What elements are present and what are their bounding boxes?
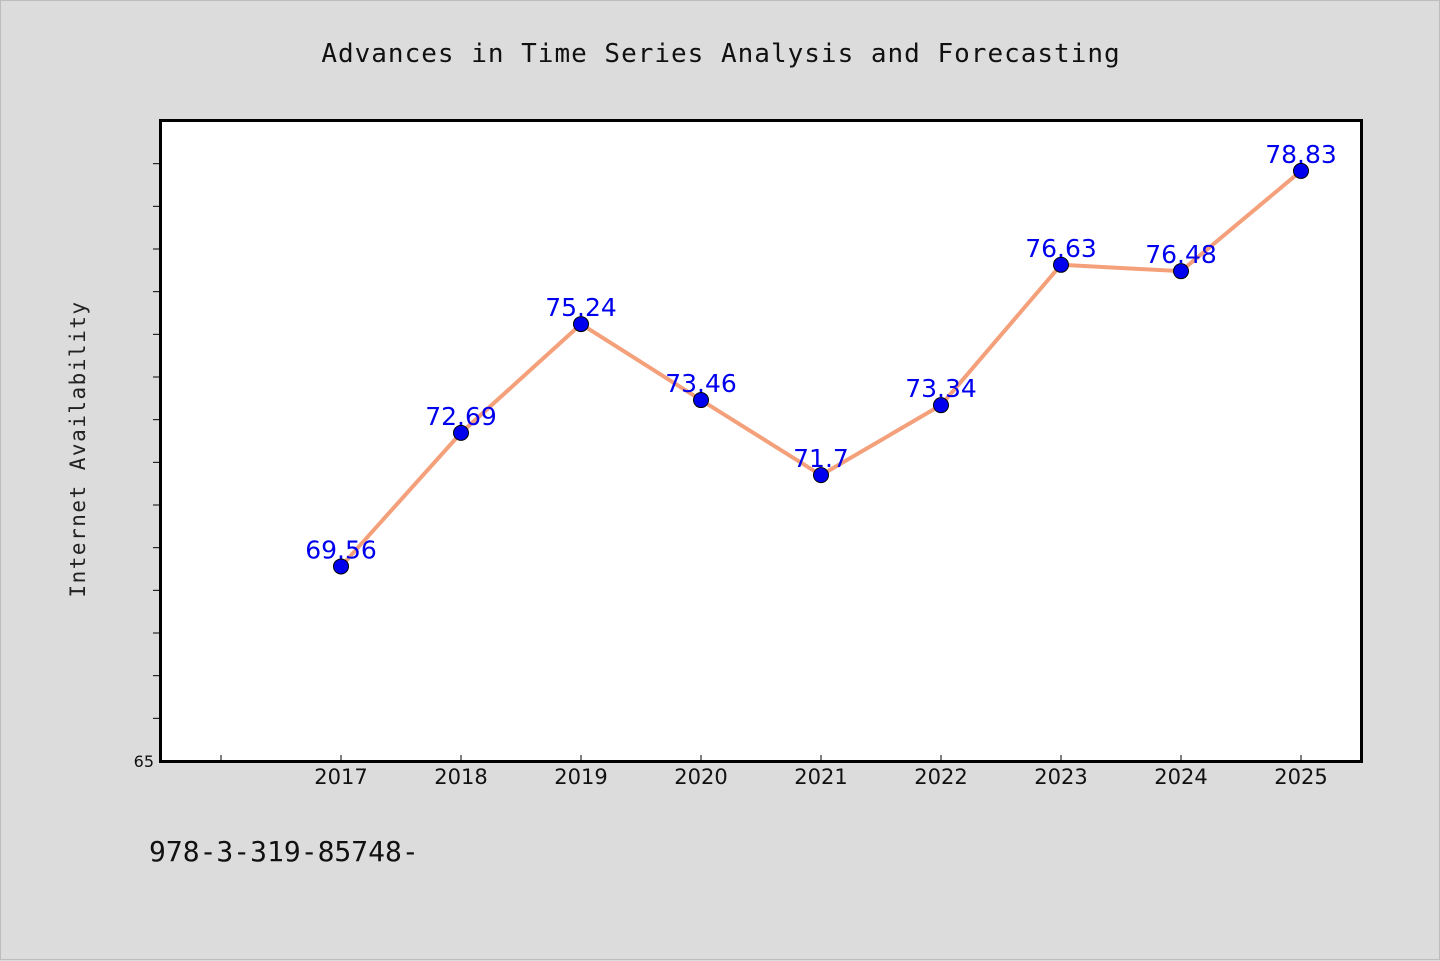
chart-title: Advances in Time Series Analysis and For… [321,39,1120,69]
y-axis-label: Internet Availability [66,300,90,597]
data-label: 76.48 [1145,240,1217,269]
y-tick-label: 65 [134,752,154,771]
x-tick-label: 2025 [1274,765,1327,789]
data-label: 73.46 [665,369,737,398]
data-label: 73.34 [905,374,977,403]
data-labels: 69.56 72.69 75.24 73.46 71.7 73.34 76.63 76.48 7… [305,140,1337,565]
footer-isbn-text: 978-3-319-85748- [149,835,419,868]
x-tick-label: 2022 [914,765,967,789]
x-tick-label: 2017 [314,765,367,789]
data-point [573,316,589,333]
x-tick-label: 2019 [554,765,607,789]
x-tick-label: 2018 [434,765,487,789]
data-point [453,424,469,441]
data-point [1053,256,1069,273]
data-label: 78.83 [1265,140,1337,169]
data-label: 76.63 [1025,234,1097,263]
x-tick-label: 2023 [1034,765,1087,789]
data-label: 71.7 [793,444,849,473]
data-label: 75.24 [545,293,617,322]
x-tick-label: 2024 [1154,765,1207,789]
data-point [813,467,829,484]
data-point [333,558,349,575]
x-tick-label: 2021 [794,765,847,789]
data-label: 72.69 [425,402,497,431]
series-markers [333,162,1309,575]
data-point [1293,162,1309,179]
data-point [1173,263,1189,280]
data-label: 69.56 [305,535,377,564]
data-point [933,397,949,414]
x-axis-ticks: 2017 2018 2019 2020 2021 2022 2023 2024 2025 [220,755,1328,789]
plot-area [159,119,1363,763]
data-point [693,392,709,409]
x-tick-label: 2020 [674,765,727,789]
y-axis-ticks: 65 [134,163,160,771]
